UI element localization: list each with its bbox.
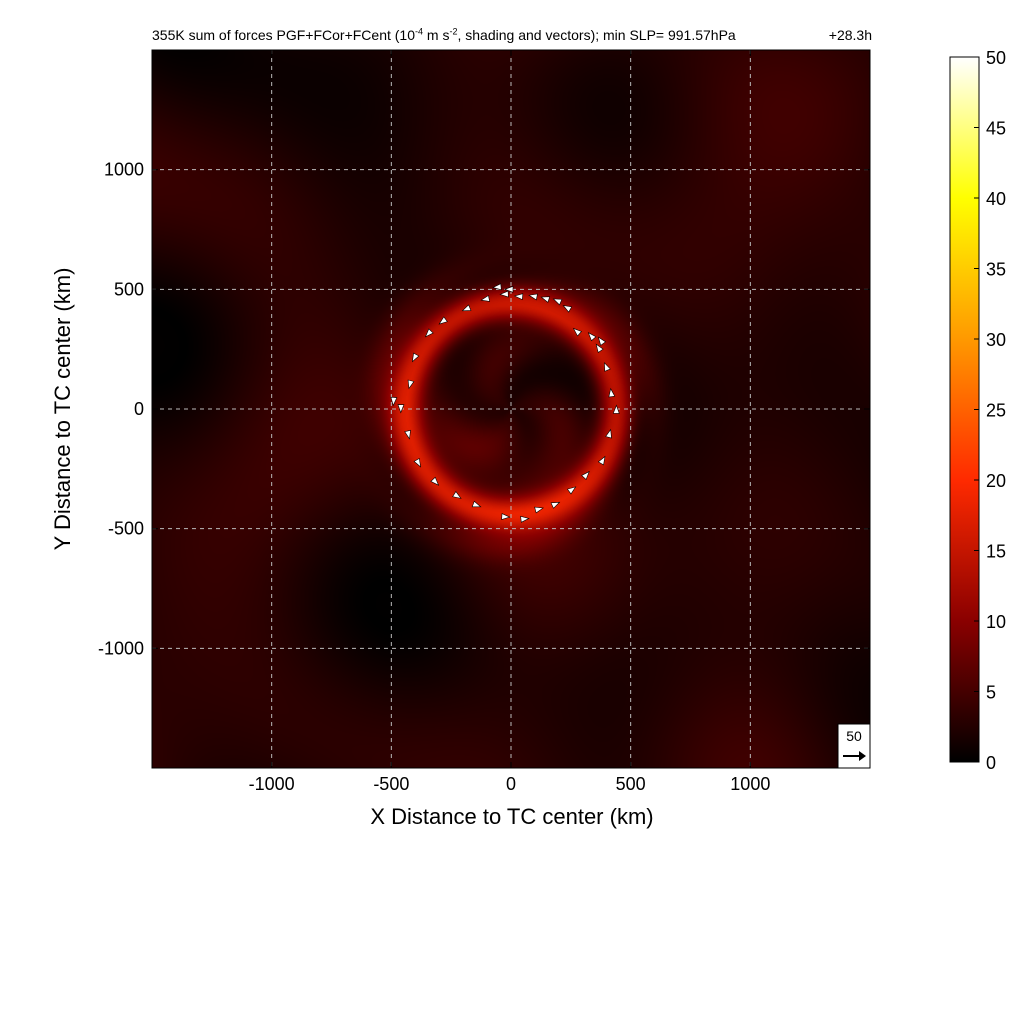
y-tick-label: 0	[134, 399, 144, 419]
force-vector	[452, 491, 462, 499]
y-tick-label: 1000	[104, 160, 144, 180]
colorbar-tick-label: 15	[986, 542, 1006, 562]
x-axis-label: X Distance to TC center (km)	[370, 804, 653, 829]
colorbar-tick-label: 10	[986, 612, 1006, 632]
force-vector	[550, 501, 561, 509]
force-vector	[513, 293, 524, 301]
colorbar-tick-label: 50	[986, 48, 1006, 68]
force-vector	[587, 332, 597, 342]
force-vector	[528, 293, 538, 301]
force-vector	[438, 316, 448, 325]
force-vector	[597, 455, 606, 466]
x-tick-label: 1000	[730, 774, 770, 794]
ticks-layer: -1000 -500 0 500 1000 -1000 -500 0 500 1000	[98, 50, 870, 794]
y-tick-label: 500	[114, 279, 144, 299]
y-tick-label: -500	[108, 519, 144, 539]
y-axis-label: Y Distance to TC center (km)	[50, 268, 75, 551]
x-tick-label: 0	[506, 774, 516, 794]
force-vector	[407, 379, 415, 390]
force-vector	[413, 457, 422, 468]
colorbar-tick-label: 35	[986, 260, 1006, 280]
x-tick-label: -500	[373, 774, 409, 794]
vector-key-box	[837, 723, 871, 769]
vector-key-label: 50	[846, 728, 862, 744]
force-vector	[597, 336, 607, 346]
force-vector	[480, 295, 491, 302]
x-tick-label: 500	[616, 774, 646, 794]
force-vector	[581, 470, 590, 481]
force-vector	[534, 506, 544, 514]
colorbar-tick-label: 5	[986, 683, 996, 703]
colorbar-tick-label: 0	[986, 753, 996, 773]
y-tick-label: -1000	[98, 638, 144, 658]
force-vector	[608, 387, 616, 398]
x-tick-label: -1000	[249, 774, 295, 794]
force-vector	[471, 500, 482, 508]
vector-layer: 50	[390, 283, 871, 769]
force-vector	[404, 429, 411, 440]
force-vector	[461, 304, 472, 312]
force-vector	[520, 515, 530, 523]
force-vector	[572, 327, 583, 337]
chart-title: 355K sum of forces PGF+FCor+FCent (10-4 …	[152, 27, 872, 45]
force-vector	[562, 305, 573, 313]
force-vector	[501, 513, 511, 520]
force-vector	[612, 404, 620, 414]
colorbar-tick-label: 25	[986, 401, 1006, 421]
force-field-shading	[152, 50, 870, 768]
colorbar-layer: 0 5 10 15 20 25 30 35 40 45 50	[949, 48, 1006, 773]
force-vector	[390, 396, 398, 407]
force-vector	[552, 298, 563, 306]
force-vector	[605, 428, 612, 439]
colorbar-tick-label: 40	[986, 189, 1006, 209]
force-vector	[424, 328, 434, 338]
chart-title-text: 355K sum of forces PGF+FCor+FCent (10-4 …	[152, 26, 736, 43]
colorbar-tick-label: 45	[986, 119, 1006, 139]
force-vector	[504, 285, 514, 293]
force-vector	[499, 290, 509, 298]
force-vector	[411, 352, 420, 363]
force-vector	[430, 476, 440, 486]
colorbar-tick-label: 20	[986, 471, 1006, 491]
force-vector	[595, 343, 604, 353]
force-vector	[397, 404, 405, 414]
force-vector	[566, 486, 577, 495]
force-vector	[604, 362, 611, 372]
force-vector	[492, 283, 502, 291]
force-vector	[540, 296, 551, 303]
forecast-time: +28.3h	[828, 27, 872, 43]
colorbar-tick-label: 30	[986, 330, 1006, 350]
vector-key-arrow-head	[859, 751, 866, 761]
